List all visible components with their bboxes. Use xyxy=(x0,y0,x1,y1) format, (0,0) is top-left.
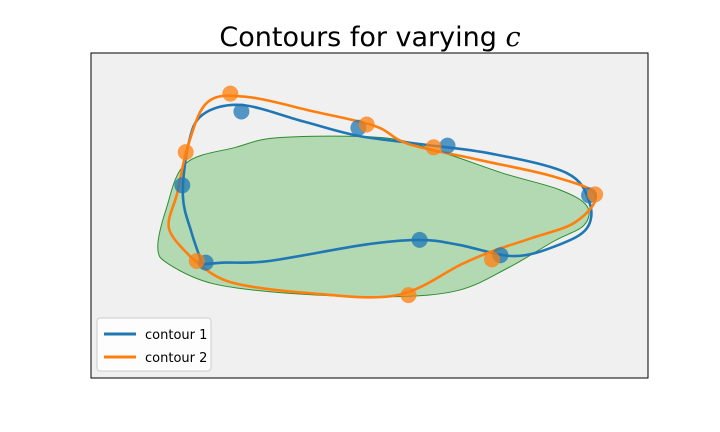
contour-2-point-6 xyxy=(400,287,417,304)
contour-1-point-3 xyxy=(439,137,456,154)
legend-label-contour-2: contour 2 xyxy=(145,351,207,366)
contour-1-point-6 xyxy=(411,231,428,248)
contour-2-point-5 xyxy=(484,251,500,268)
chart-title: Contours for varying c xyxy=(219,22,520,53)
contour-1-point-1 xyxy=(233,103,250,120)
contour-2-line xyxy=(167,94,598,299)
contour-2-point-8 xyxy=(177,144,194,161)
contour-2-point-1 xyxy=(222,85,239,102)
contour-2-point-4 xyxy=(587,186,604,203)
contour-2-point-2 xyxy=(358,116,375,133)
plot-frame xyxy=(90,52,649,379)
contour-2-point-7 xyxy=(188,253,205,269)
contour-2-point-3 xyxy=(425,139,442,156)
contour-1-point-8 xyxy=(174,177,191,194)
contour-curves-layer xyxy=(167,94,598,299)
contour-points-layer xyxy=(174,85,604,304)
legend-label-contour-1: contour 1 xyxy=(145,328,207,343)
legend: contour 1 contour 2 xyxy=(96,317,212,372)
